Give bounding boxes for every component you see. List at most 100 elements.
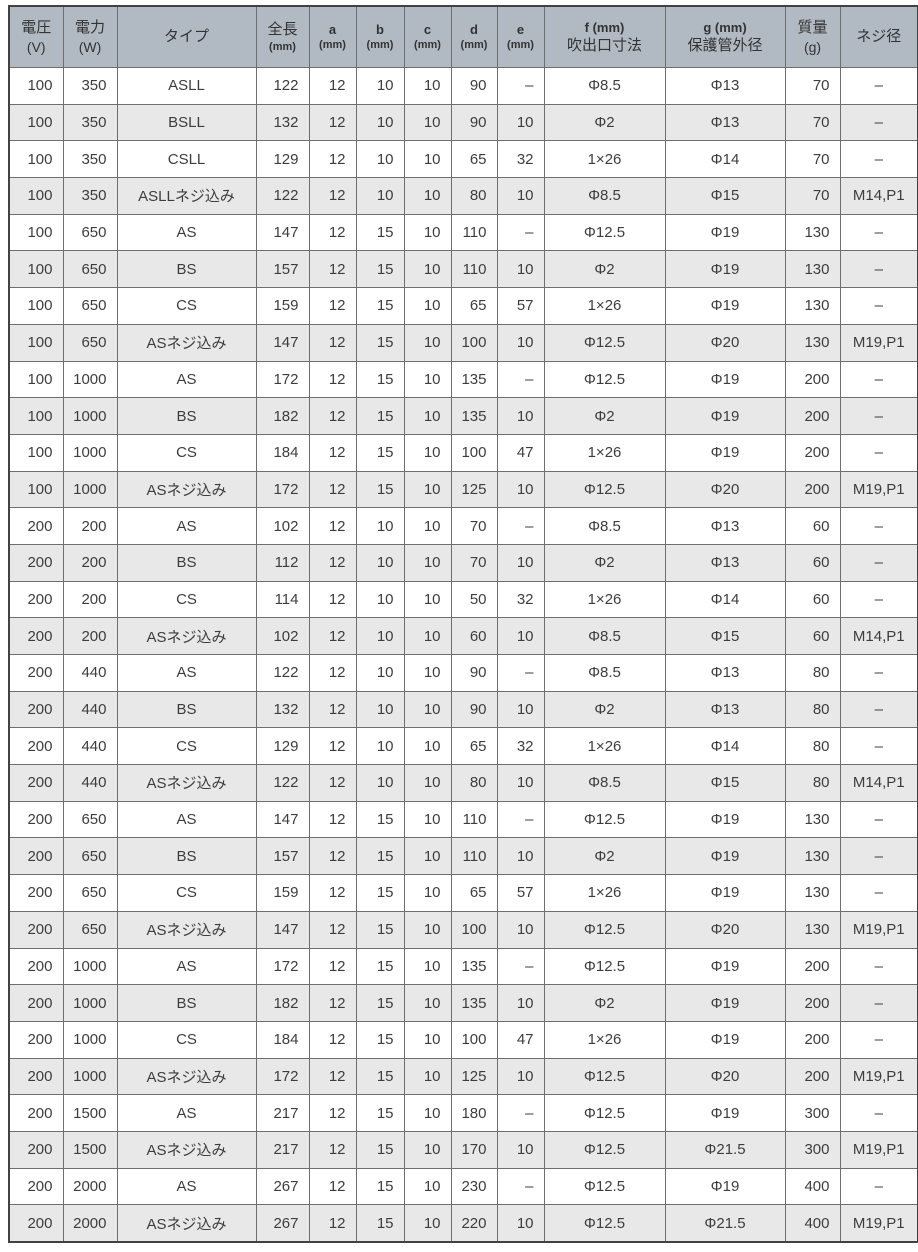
cell: 12 [308,140,357,179]
cell: 400 [784,1204,841,1243]
cell: 200 [8,1130,64,1169]
cell: 217 [255,1094,310,1132]
cell: 184 [255,1020,310,1059]
cell: 170 [450,1130,498,1169]
cell: 15 [355,874,405,912]
cell: M14,P1 [839,177,918,215]
cell: Φ19 [664,1094,786,1132]
cell: Φ19 [664,397,786,435]
col-header-unit: (V) [26,38,46,55]
cell: 12 [308,67,357,105]
cell: – [839,654,918,692]
spec-table-header: 電圧 (V) 電力 (W) タイプ 全長 (mm) a (mm) [8,5,918,68]
cell: Φ12.5 [543,1204,666,1243]
col-header-label: g (mm) [703,19,747,35]
cell: 12 [308,690,357,729]
cell: 60 [784,507,841,545]
cell: 1×26 [543,433,666,472]
cell: 200 [8,837,64,876]
cell: 15 [355,360,405,399]
cell: 15 [355,837,405,876]
table-row: 200 2000 AS 267 12 15 10 230– Φ12.5 Φ19 400– [8,1167,918,1206]
cell: Φ2 [543,543,666,582]
col-header-label: d [470,22,478,37]
cell: AS [116,507,257,545]
cell: 15 [355,800,405,839]
cell: Φ21.5 [664,1204,786,1243]
cell: 47 [496,433,545,472]
cell: 10 [496,910,545,949]
cell: – [839,727,918,766]
cell: – [496,1167,545,1206]
cell: 47 [496,1020,545,1059]
cell: 100 [8,323,64,362]
cell: 200 [8,543,64,582]
cell: 10 [403,543,452,582]
cell: 350 [62,103,118,142]
cell: 10 [496,177,545,215]
col-header-unit: (mm) [269,40,296,53]
cell: 100 [450,433,498,472]
cell: Φ12.5 [543,800,666,839]
cell: 110 [450,213,498,252]
cell: 10 [496,470,545,509]
cell: ASネジ込み [116,617,257,655]
cell: 650 [62,837,118,876]
cell: 200 [8,727,64,766]
cell: 157 [255,250,310,289]
cell: 80 [784,727,841,766]
cell: 12 [308,1167,357,1206]
cell: 15 [355,323,405,362]
cell: 100 [8,397,64,435]
cell: 100 [450,323,498,362]
cell: 15 [355,1057,405,1096]
cell: Φ19 [664,433,786,472]
cell: 110 [450,250,498,289]
cell: 12 [308,764,357,802]
cell: 1×26 [543,287,666,325]
cell: 130 [784,874,841,912]
cell: 10 [403,103,452,142]
cell: 132 [255,103,310,142]
cell: Φ8.5 [543,617,666,655]
cell: 125 [450,1057,498,1096]
table-row: 100 1000 CS 184 12 15 10 100 47 1×26 Φ19 200– [8,433,918,472]
cell: 70 [450,507,498,545]
col-header-outlet-size: f (mm) 吹出口寸法 [543,5,666,68]
cell: 12 [308,1130,357,1169]
cell: 12 [308,947,357,986]
cell: Φ13 [664,67,786,105]
cell: 10 [403,984,452,1022]
cell: Φ2 [543,984,666,1022]
cell: 200 [8,690,64,729]
cell: 10 [403,910,452,949]
cell: CS [116,580,257,619]
cell: 172 [255,470,310,509]
cell: M19,P1 [839,1057,918,1096]
col-header-b: b (mm) [355,5,405,68]
col-header-sublabel: 保護管外径 [687,36,763,54]
cell: 10 [496,1204,545,1243]
cell: 70 [784,177,841,215]
col-header-unit: (W) [78,38,102,55]
cell: 182 [255,984,310,1022]
cell: 100 [8,470,64,509]
table-row: 200 1500 AS 217 12 15 10 180– Φ12.5 Φ19 300– [8,1094,918,1132]
cell: 10 [496,323,545,362]
cell: Φ20 [664,910,786,949]
cell: 10 [496,984,545,1022]
cell: 172 [255,360,310,399]
cell: 200 [8,617,64,655]
cell: 200 [8,764,64,802]
cell: 57 [496,874,545,912]
cell: Φ19 [664,800,786,839]
cell: 102 [255,617,310,655]
cell: 10 [403,67,452,105]
cell: 200 [8,1167,64,1206]
cell: – [839,837,918,876]
cell: 70 [450,543,498,582]
cell: 100 [450,1020,498,1059]
table-row: 100 350 BSLL 132 12 10 10 90 10 Φ2 Φ13 70– [8,103,918,142]
cell: 100 [8,140,64,179]
cell: 10 [403,1020,452,1059]
